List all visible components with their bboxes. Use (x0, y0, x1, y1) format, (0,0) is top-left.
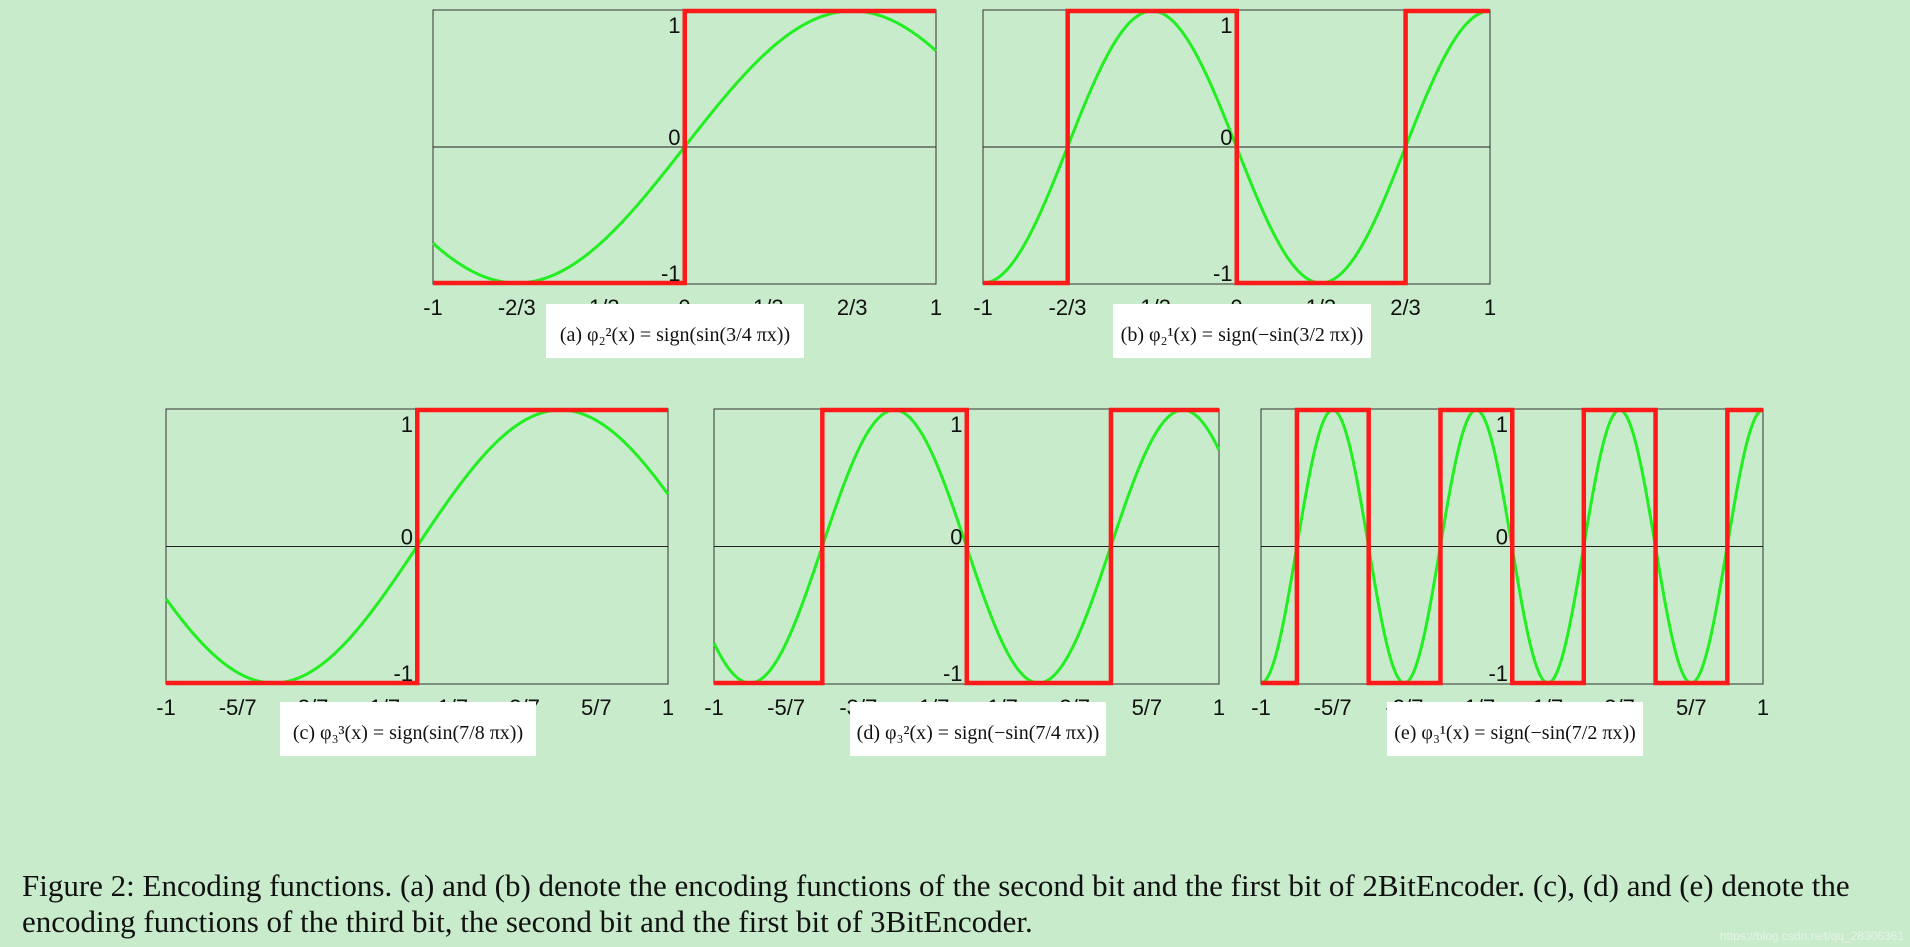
subplot-caption: (d) φ₃²(x) = sign(−sin(7/4 πx)) (857, 722, 1100, 744)
y-tick-label: -1 (1213, 261, 1233, 286)
subplot-caption: (b) φ₂¹(x) = sign(−sin(3/2 πx)) (1121, 324, 1364, 346)
x-tick-label: -1 (1251, 695, 1271, 720)
x-tick-label: -2/3 (1049, 295, 1087, 320)
x-tick-label: 1 (1213, 695, 1225, 720)
x-tick-label: 1 (1757, 695, 1769, 720)
sign-step-function (1261, 407, 1763, 686)
y-tick-label: -1 (661, 261, 681, 286)
y-tick-label: 0 (668, 125, 680, 150)
x-tick-label: 5/7 (1676, 695, 1707, 720)
y-tick-label: 1 (1220, 13, 1232, 38)
subplot-caption-box (850, 702, 1106, 756)
figure-caption: Figure 2: Encoding functions. (a) and (b… (22, 868, 1850, 939)
y-tick-label: 0 (1496, 525, 1508, 550)
x-tick-label: 2/3 (837, 295, 868, 320)
y-tick-label: 1 (950, 412, 962, 437)
x-tick-label: 1 (1484, 295, 1496, 320)
y-tick-label: -1 (1488, 661, 1508, 686)
subplot-caption: (a) φ₂²(x) = sign(sin(3/4 πx)) (560, 324, 790, 346)
x-tick-label: -1 (156, 695, 176, 720)
x-tick-label: -2/3 (498, 295, 536, 320)
sign-step-function (714, 407, 1219, 686)
watermark: https://blog.csdn.net/qq_28306361 (1719, 929, 1904, 943)
sign-step-function (433, 8, 936, 286)
y-tick-label: -1 (943, 661, 963, 686)
subplot-caption: (c) φ₃³(x) = sign(sin(7/8 πx)) (293, 722, 523, 744)
subplot-caption-box (1113, 304, 1371, 358)
subplot-caption-box (280, 702, 536, 756)
subplot-caption-box (546, 304, 804, 358)
x-tick-label: -1 (704, 695, 724, 720)
x-tick-label: 2/3 (1390, 295, 1421, 320)
x-tick-label: 5/7 (1132, 695, 1163, 720)
x-tick-label: -1 (973, 295, 993, 320)
sign-step-function (983, 8, 1490, 286)
sign-step-function (166, 407, 668, 686)
x-tick-label: -5/7 (219, 695, 257, 720)
y-tick-label: 1 (668, 13, 680, 38)
x-tick-label: -5/7 (767, 695, 805, 720)
x-tick-label: -1 (423, 295, 443, 320)
x-tick-label: 1 (930, 295, 942, 320)
y-tick-label: 1 (1496, 412, 1508, 437)
y-tick-label: 0 (1220, 125, 1232, 150)
y-tick-label: 0 (401, 525, 413, 550)
x-tick-label: -5/7 (1314, 695, 1352, 720)
subplot-caption-box (1387, 702, 1643, 756)
subplot-caption: (e) φ₃¹(x) = sign(−sin(7/2 πx)) (1394, 722, 1636, 744)
y-tick-label: -1 (393, 661, 413, 686)
x-tick-label: 1 (662, 695, 674, 720)
y-tick-label: 0 (950, 525, 962, 550)
y-tick-label: 1 (401, 412, 413, 437)
x-tick-label: 5/7 (581, 695, 612, 720)
